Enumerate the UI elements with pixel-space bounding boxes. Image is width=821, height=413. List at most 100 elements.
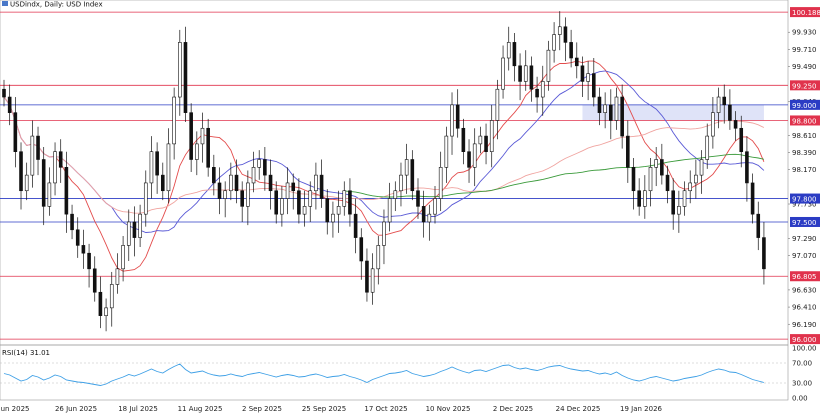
candle-body-up — [433, 198, 437, 215]
candle-body-up — [705, 135, 710, 160]
candle — [206, 118, 210, 177]
candle — [546, 40, 551, 91]
x-axis-label: 10 Nov 2025 — [426, 405, 471, 413]
candle — [705, 123, 710, 169]
candle — [410, 150, 415, 201]
candle — [234, 159, 239, 204]
candle — [620, 84, 624, 149]
candle-body-up — [200, 127, 205, 145]
candle-body-up — [648, 167, 653, 192]
level-tag — [790, 193, 820, 204]
candle — [13, 97, 18, 168]
candle — [382, 209, 386, 265]
candle — [557, 11, 562, 51]
rsi-tick-label: 100.00 — [792, 345, 817, 353]
candle-body-down — [19, 151, 23, 192]
candle-body-up — [614, 96, 619, 121]
candle-body-up — [546, 49, 551, 82]
candle — [268, 159, 273, 210]
candle-body-up — [506, 42, 511, 59]
candle-body-down — [132, 221, 137, 238]
candle — [484, 123, 488, 165]
candle — [155, 142, 159, 194]
candle — [109, 271, 114, 327]
level-tag — [790, 216, 820, 227]
candle-body-up — [370, 268, 375, 293]
candle — [348, 178, 352, 227]
candle — [597, 87, 602, 126]
candle — [762, 221, 766, 285]
candle-body-up — [30, 135, 35, 176]
price-tick-label: 99.930 — [792, 29, 817, 37]
candle — [302, 190, 307, 227]
candle-body-up — [711, 112, 715, 137]
candle-body-down — [274, 190, 279, 215]
candle — [699, 150, 704, 194]
candle — [212, 154, 216, 196]
candle — [121, 236, 125, 282]
candle — [19, 142, 23, 210]
candle-body-down — [81, 245, 86, 254]
symbol-icon — [2, 1, 8, 6]
candle-body-down — [234, 174, 239, 192]
level-tag-label: 96.805 — [792, 273, 817, 281]
chart-symbol-label: USDindx, Daily: USD Index — [10, 1, 103, 9]
candle — [591, 58, 596, 107]
candle-body-down — [518, 65, 522, 82]
candle — [217, 167, 222, 215]
candle-body-down — [762, 237, 766, 270]
candle-body-down — [189, 112, 193, 160]
x-axis-label: 26 Jun 2025 — [55, 405, 97, 413]
candle-body-up — [257, 159, 262, 168]
candle — [359, 228, 364, 280]
candle — [540, 65, 545, 116]
candle — [229, 162, 233, 201]
candle — [569, 29, 573, 68]
level-tag-label: 100.188 — [792, 9, 821, 17]
candle — [438, 151, 443, 212]
candle-body-up — [501, 57, 505, 90]
candle-body-up — [376, 245, 381, 270]
candle — [336, 190, 341, 233]
price-tick-label: 99.710 — [792, 46, 817, 54]
candle-body-down — [416, 190, 420, 207]
candle — [104, 298, 108, 332]
candle-body-down — [455, 104, 460, 129]
candle-body-down — [637, 190, 641, 207]
candle — [489, 104, 494, 168]
candle — [70, 204, 74, 240]
candle-body-down — [591, 73, 596, 98]
candle-body-up — [478, 135, 483, 145]
candle — [240, 181, 244, 222]
candle-body-up — [438, 167, 443, 199]
candle-body-up — [126, 221, 131, 246]
level-tag — [790, 99, 820, 110]
candle-body-down — [160, 174, 165, 192]
price-tick-label: 98.390 — [792, 149, 817, 157]
candle — [291, 173, 296, 210]
candle-body-up — [251, 167, 256, 184]
candle — [58, 139, 63, 183]
candle-body-down — [36, 135, 40, 160]
candle-body-down — [365, 260, 369, 293]
candle — [36, 126, 40, 176]
candle — [472, 128, 477, 187]
candle-body-down — [535, 88, 539, 98]
candle-body-up — [404, 159, 409, 176]
level-tag — [790, 80, 820, 91]
candle — [694, 159, 698, 199]
candle-body-down — [263, 159, 267, 176]
candle-body-up — [302, 206, 307, 215]
candle — [393, 181, 398, 212]
price-tick-label: 97.070 — [792, 252, 817, 260]
candle — [274, 181, 279, 224]
candle-body-up — [109, 284, 114, 309]
x-axis-label: 2 Sep 2025 — [242, 405, 282, 413]
candle — [143, 170, 148, 227]
candle-body-down — [597, 96, 602, 113]
candle-body-up — [121, 245, 125, 270]
candle — [314, 162, 318, 210]
level-tag — [790, 115, 820, 126]
candle — [399, 162, 403, 207]
candle — [535, 76, 539, 113]
